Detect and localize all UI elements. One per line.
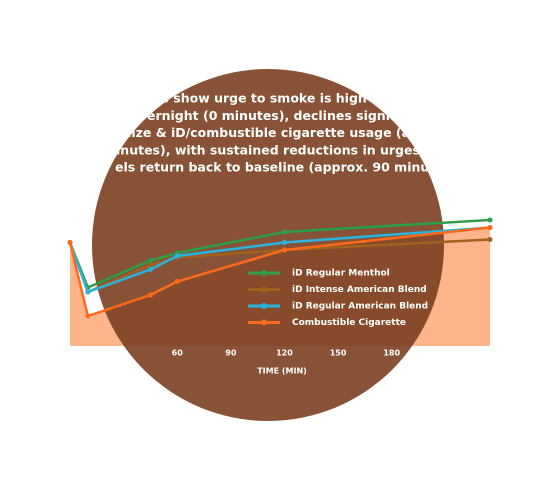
point: [281, 240, 287, 245]
point: [281, 247, 287, 253]
legend-label: iD Intense American Blend: [292, 285, 427, 295]
annotation: es show urge to smoke is high a: [153, 91, 380, 106]
point: [147, 292, 153, 298]
point: [281, 229, 287, 235]
legend-dot: [261, 319, 267, 326]
x-tick-label: 120: [276, 349, 293, 358]
point: [487, 237, 493, 242]
legend-label: iD Regular American Blend: [292, 302, 428, 312]
legend-label: iD Regular Menthol: [292, 269, 390, 279]
x-tick-label: 150: [330, 349, 347, 358]
series-line: [68, 226, 491, 294]
point: [487, 225, 493, 230]
series-line: [68, 226, 491, 318]
point: [487, 217, 493, 223]
x-tick-label: 90: [225, 349, 237, 358]
annotation: ce overnight (0 minutes), declines signi: [110, 108, 390, 123]
annotation: minutes), with sustained reductions in u…: [103, 142, 452, 157]
point: [174, 279, 180, 284]
annotation: els return back to baseline (approx. 90 …: [115, 160, 462, 175]
point: [174, 253, 180, 259]
legend-label: Combustible Cigarette: [292, 318, 406, 328]
series-line: [68, 218, 491, 290]
legend-dot: [261, 270, 267, 276]
annotation-group: es show urge to smoke is high a ce overni…: [100, 91, 462, 175]
point: [147, 267, 153, 272]
legend-dot: [261, 286, 267, 293]
point: [67, 240, 73, 245]
annotation: g Pulze & iD/combustible cigarette usage…: [100, 125, 419, 140]
point: [147, 262, 153, 268]
point: [85, 289, 91, 295]
x-tick-label: 60: [172, 349, 184, 358]
legend-dot: [261, 303, 267, 309]
x-tick-label: 180: [383, 349, 400, 358]
point: [147, 258, 153, 263]
over-layer: 60 90 120 150 180 TIME (MIN) iD Regular Mentho…: [67, 217, 493, 376]
x-axis-label: TIME (MIN): [257, 367, 307, 376]
point: [85, 313, 91, 319]
